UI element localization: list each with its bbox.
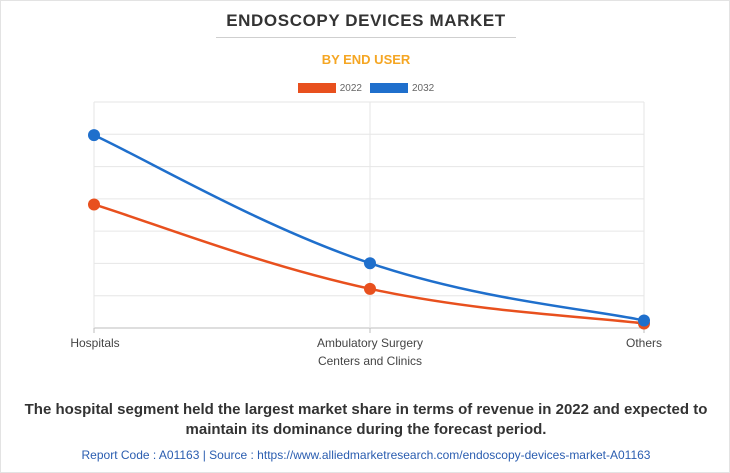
legend-swatch-2032	[370, 83, 408, 93]
series-lines	[88, 129, 650, 330]
source-link[interactable]: Report Code : A01163 | Source : https://…	[81, 448, 651, 462]
x-axis	[93, 328, 645, 333]
category-label-1: Ambulatory Surgery	[317, 336, 423, 350]
chart-legend: 2022 2032	[1, 81, 730, 95]
legend-label-2022: 2022	[339, 82, 362, 94]
category-label-2: Others	[626, 336, 662, 350]
legend-swatch-2022	[297, 83, 336, 93]
legend-label-2032: 2032	[412, 82, 435, 94]
category-label-1: Centers and Clinics	[318, 354, 422, 368]
grid-lines	[93, 101, 645, 329]
data-point-2032-1[interactable]	[364, 257, 376, 270]
data-point-2032-0[interactable]	[88, 129, 100, 142]
legend-item-2022[interactable]: 2022	[297, 82, 362, 94]
title-divider	[216, 37, 516, 38]
chart-footnote: The hospital segment held the largest ma…	[24, 401, 708, 438]
data-point-2022-1[interactable]	[364, 282, 376, 295]
chart-subtitle: BY END USER	[321, 52, 411, 67]
line-chart: Hospitals Ambulatory Surgery Centers and C…	[70, 101, 662, 368]
chart-title: ENDOSCOPY DEVICES MARKET	[226, 11, 506, 30]
data-point-2022-0[interactable]	[88, 198, 100, 211]
category-labels: Hospitals Ambulatory Surgery Centers and C…	[70, 336, 662, 368]
legend-item-2032[interactable]: 2032	[370, 83, 434, 94]
data-point-2032-2[interactable]	[638, 314, 650, 327]
category-label-0: Hospitals	[70, 336, 119, 350]
